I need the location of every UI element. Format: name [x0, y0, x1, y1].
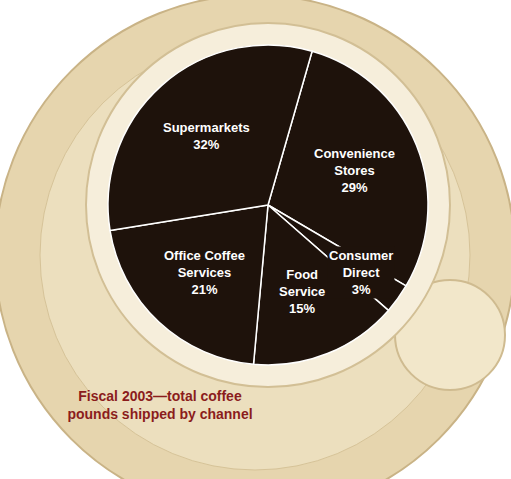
- svg-text:Supermarkets32%: Supermarkets32%: [163, 120, 250, 152]
- svg-text:Fiscal 2003—total coffeepounds: Fiscal 2003—total coffeepounds shipped b…: [67, 388, 252, 422]
- svg-text:ConsumerDirect3%: ConsumerDirect3%: [329, 248, 393, 297]
- svg-text:FoodService15%: FoodService15%: [279, 267, 325, 316]
- svg-text:Office CoffeeServices21%: Office CoffeeServices21%: [164, 248, 245, 297]
- svg-text:ConvenienceStores29%: ConvenienceStores29%: [314, 146, 395, 195]
